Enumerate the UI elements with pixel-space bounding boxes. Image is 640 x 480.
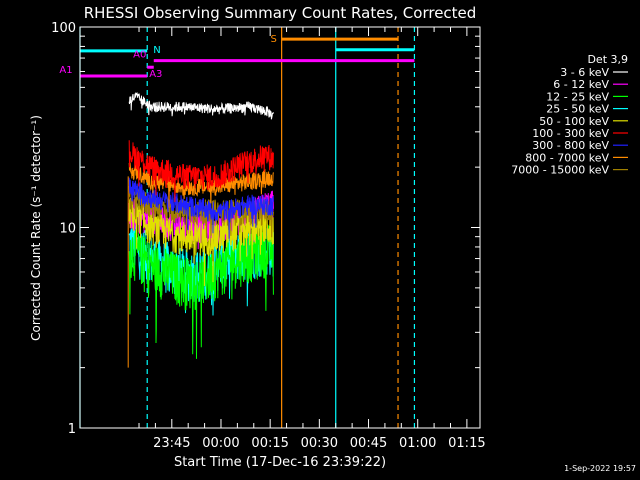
y-axis: 1 10 100 <box>51 21 480 437</box>
x-tick-label: 01:00 <box>399 436 436 451</box>
legend-label: 6 - 12 keV <box>553 78 609 91</box>
y-tick-label: 100 <box>51 21 76 36</box>
legend-label: 800 - 7000 keV <box>525 151 609 164</box>
chart-title: RHESSI Observing Summary Count Rates, Co… <box>84 4 477 22</box>
flag-label: A1 <box>59 65 72 76</box>
legend-title: Det 3,9 <box>587 53 628 66</box>
y-tick-label: 10 <box>59 222 76 237</box>
y-tick-label: 1 <box>68 422 76 437</box>
flag-label: A3 <box>149 69 162 80</box>
y-axis-label: Corrected Count Rate (s⁻¹ detector⁻¹) <box>29 115 43 341</box>
series-line <box>128 224 274 359</box>
legend-label: 25 - 50 keV <box>546 103 609 116</box>
x-tick-label: 00:00 <box>202 436 239 451</box>
date-stamp: 1-Sep-2022 19:57 <box>564 464 636 473</box>
flag-label: A0 <box>133 50 146 61</box>
x-tick-label: 00:15 <box>251 436 288 451</box>
flag-label: N <box>153 45 160 56</box>
legend-label: 7000 - 15000 keV <box>511 164 609 177</box>
legend-label: 12 - 25 keV <box>546 90 609 103</box>
legend-label: 3 - 6 keV <box>560 66 609 79</box>
series-line <box>128 198 274 287</box>
x-tick-label: 23:45 <box>153 436 190 451</box>
flag-label: S <box>270 34 276 45</box>
legend-label: 100 - 300 keV <box>532 127 609 140</box>
legend-label: 300 - 800 keV <box>532 139 609 152</box>
x-tick-label: 00:30 <box>301 436 338 451</box>
x-axis: 23:45 00:00 00:15 00:30 00:45 01:00 01:15 <box>138 27 486 451</box>
x-tick-label: 01:15 <box>448 436 485 451</box>
series-line <box>128 91 274 120</box>
series-line <box>128 140 274 203</box>
legend-label: 50 - 100 keV <box>539 115 609 128</box>
x-tick-label: 00:45 <box>350 436 387 451</box>
x-axis-label: Start Time (17-Dec-16 23:39:22) <box>174 455 386 470</box>
